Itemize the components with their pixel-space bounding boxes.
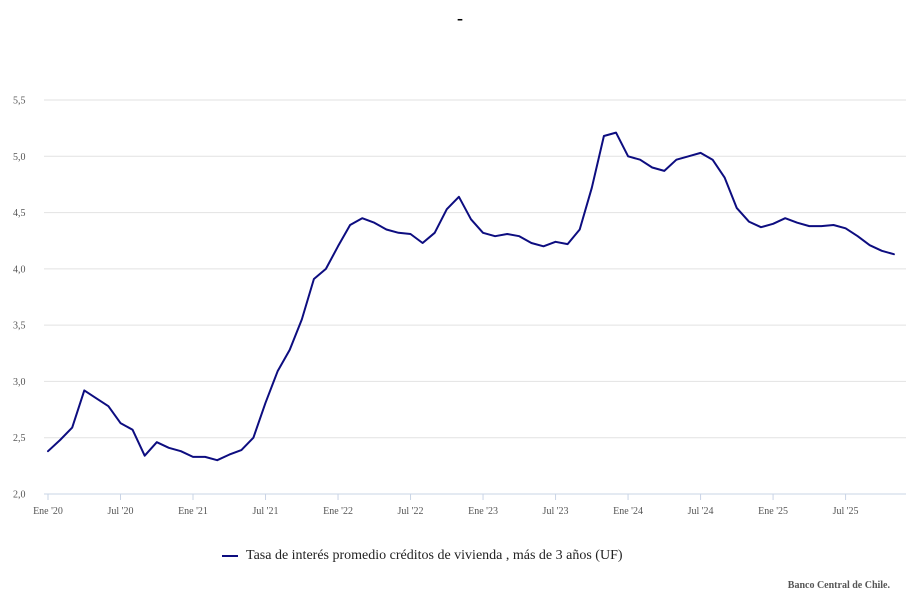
x-tick-label: Jul '22: [398, 506, 424, 517]
x-tick-label: Ene '24: [613, 506, 643, 517]
credit-text: Banco Central de Chile.: [787, 580, 890, 591]
x-tick-label: Ene '20: [33, 506, 63, 517]
y-tick-label: 3,0: [13, 377, 26, 388]
y-tick-label: 3,5: [13, 321, 26, 332]
y-tick-label: 5,0: [13, 152, 26, 163]
series-line[interactable]: [47, 131, 895, 462]
x-tick-label: Ene '22: [323, 506, 353, 517]
y-tick-label: 4,0: [13, 264, 26, 275]
x-tick-label: Ene '25: [758, 506, 788, 517]
legend-swatch: [222, 555, 238, 557]
x-tick-label: Ene '21: [178, 506, 208, 517]
x-tick-label: Jul '20: [108, 506, 134, 517]
y-tick-label: 2,5: [13, 433, 26, 444]
legend-label: Tasa de interés promedio créditos de viv…: [246, 548, 623, 563]
y-tick-label: 4,5: [13, 208, 26, 219]
x-tick-label: Jul '23: [543, 506, 569, 517]
x-tick-label: Ene '23: [468, 506, 498, 517]
legend[interactable]: Tasa de interés promedio créditos de viv…: [222, 548, 623, 564]
y-tick-label: 2,0: [13, 490, 26, 501]
x-tick-label: Jul '25: [833, 506, 859, 517]
x-tick-label: Jul '21: [253, 506, 279, 517]
x-tick-label: Jul '24: [688, 506, 714, 517]
chart-title: -: [457, 8, 463, 28]
y-tick-label: 5,5: [13, 96, 26, 107]
